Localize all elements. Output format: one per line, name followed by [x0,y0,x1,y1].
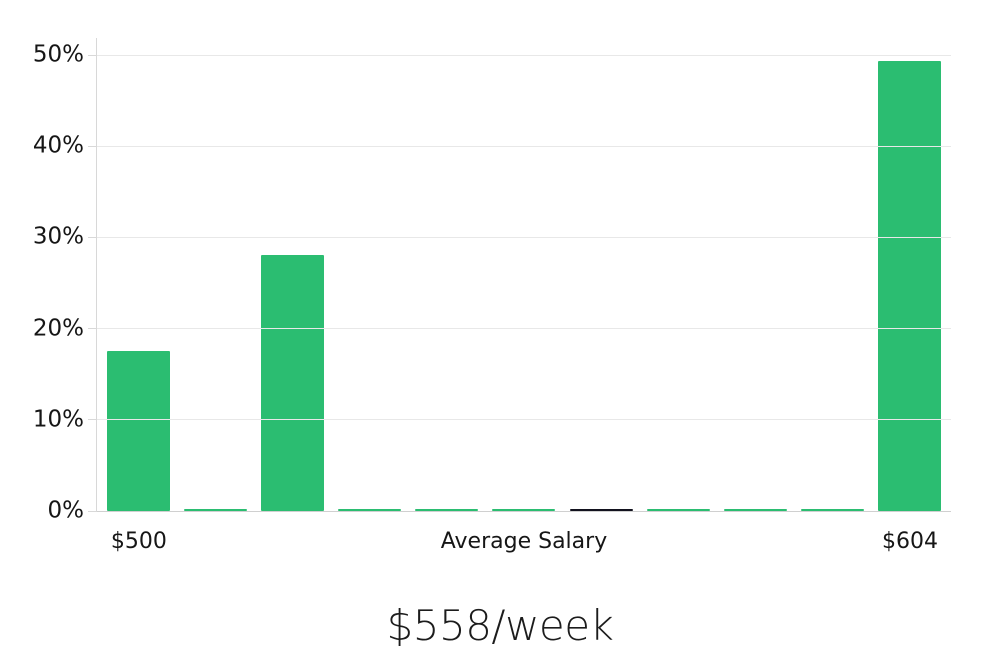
gridline [97,145,951,147]
y-tick-label: 10% [32,406,84,433]
histogram-bar [646,509,710,511]
bars-container [97,55,951,511]
y-tick-label: 30% [32,223,84,250]
histogram-bar [107,350,170,511]
y-tick-label: 40% [32,132,84,159]
x-tick-label: Average Salary [440,529,608,554]
y-tick-mark [88,145,97,147]
histogram-bar [800,509,864,511]
gridline [97,54,951,56]
x-tick-label: $604 [882,529,938,554]
histogram-bar [723,509,787,511]
histogram-bar [877,61,941,511]
gridline [97,328,951,330]
x-tick-label: $500 [110,529,167,554]
gridline [97,236,951,238]
x-axis: $500 Average Salary $604 [97,527,951,557]
gridline [97,419,951,421]
y-tick-mark [88,510,97,512]
histogram-bar [184,509,248,511]
histogram-bar [492,509,556,511]
y-tick-mark [88,54,97,56]
y-tick-label: 20% [32,315,84,342]
plot-area: 0% 10% 20% 30% 40% 50% [33,38,951,522]
histogram-bar [415,509,479,511]
chart-title: $558/week [386,601,614,650]
y-tick-label: 0% [47,497,85,524]
y-tick-label: 50% [32,41,84,68]
y-tick-mark [88,328,97,330]
y-axis-line [96,38,97,512]
histogram-bar [261,254,325,511]
histogram-bar [338,509,402,511]
y-tick-mark [88,419,97,421]
gridline [97,510,951,512]
average-salary-marker-bar [569,509,633,511]
y-tick-mark [88,236,97,238]
